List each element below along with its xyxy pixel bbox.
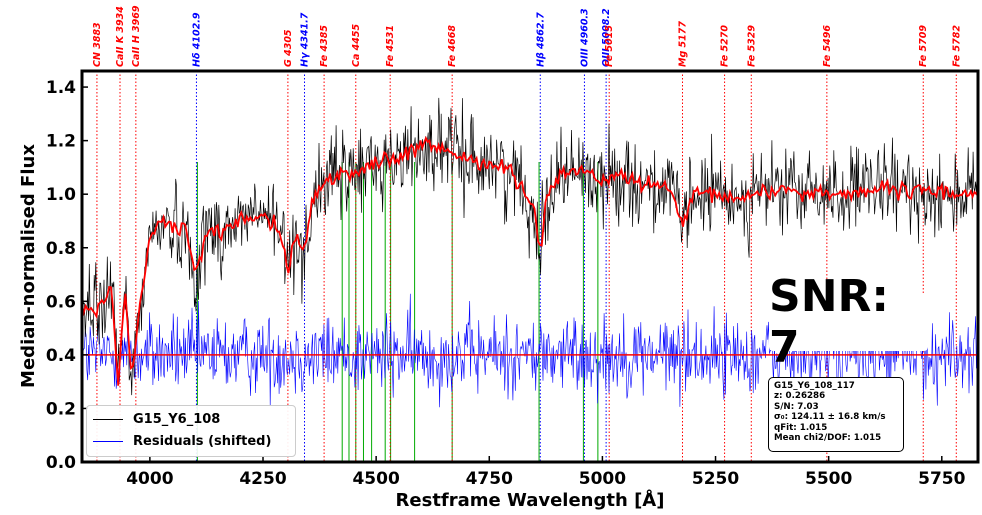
spectral-line-label: CaII K 3934 bbox=[115, 6, 126, 67]
x-tick-label: 5750 bbox=[918, 469, 965, 489]
spectral-line-label: Fe 5709 bbox=[918, 25, 929, 67]
spectral-line-label: Fe 5496 bbox=[822, 25, 833, 67]
legend-label-residuals: Residuals (shifted) bbox=[133, 433, 272, 449]
x-tick-label: 5250 bbox=[692, 469, 739, 489]
y-tick-label: 0.8 bbox=[46, 239, 76, 259]
info-chi2: Mean chi2/DOF: 1.015 bbox=[774, 433, 882, 444]
spectral-line-label: OIII 4960.3 bbox=[579, 8, 590, 67]
legend: G15_Y6_108 Residuals (shifted) bbox=[86, 405, 296, 457]
spectral-line-label: Fe 4668 bbox=[447, 25, 458, 67]
x-tick-label: 4750 bbox=[466, 469, 513, 489]
x-tick-label: 4000 bbox=[126, 469, 173, 489]
info-qfit: qFit: 1.015 bbox=[774, 422, 828, 433]
x-tick-label: 5500 bbox=[805, 469, 852, 489]
spectral-line-label: Fe 4385 bbox=[319, 25, 330, 67]
spectral-line-label: Ca 4455 bbox=[351, 23, 362, 67]
info-sn: S/N: 7.03 bbox=[774, 401, 819, 412]
y-tick-label: 0.0 bbox=[46, 453, 76, 473]
series-model-fit bbox=[82, 135, 978, 386]
y-tick-label: 0.4 bbox=[46, 346, 76, 366]
y-tick-label: 1.4 bbox=[46, 78, 76, 98]
y-tick-label: 1.0 bbox=[46, 185, 76, 205]
info-redshift: z: 0.26286 bbox=[774, 391, 826, 402]
y-axis-ticks: 0.0 0.2 0.4 0.6 0.8 1.0 1.2 1.4 bbox=[46, 78, 88, 473]
spectral-line-label: Mg 5177 bbox=[678, 21, 689, 67]
legend-swatch-spectrum bbox=[93, 418, 123, 420]
spectral-line-label: Fe 5329 bbox=[746, 25, 757, 67]
spectral-line-label: CaII H 3969 bbox=[131, 5, 142, 67]
info-sigma: σ₀: 124.11 ± 16.8 km/s bbox=[774, 412, 886, 423]
spectral-line-label: Fe 4531 bbox=[385, 25, 396, 67]
spectral-line-label: Hδ 4102.9 bbox=[191, 12, 202, 67]
fit-info-box: G15_Y6_108_117 z: 0.26286 S/N: 7.03 σ₀: … bbox=[768, 377, 904, 452]
x-axis-label: Restframe Wavelength [Å] bbox=[396, 488, 665, 511]
y-axis-label: Median-normalised Flux bbox=[18, 144, 39, 388]
snr-annotation: SNR: 7 bbox=[769, 271, 928, 373]
legend-item-spectrum: G15_Y6_108 bbox=[93, 409, 220, 429]
x-tick-label: 4500 bbox=[352, 469, 399, 489]
x-tick-label: 4250 bbox=[239, 469, 286, 489]
spectral-line-labels: CN 3883 CaII K 3934 CaII H 3969 Hδ 4102.9 G … bbox=[92, 5, 962, 67]
spectral-line-label: Fe 5782 bbox=[951, 25, 962, 67]
y-tick-label: 0.2 bbox=[46, 399, 76, 419]
spectral-line-label: CN 3883 bbox=[92, 22, 103, 67]
y-tick-label: 1.2 bbox=[46, 132, 76, 152]
series-spectrum bbox=[82, 97, 978, 396]
legend-swatch-residuals bbox=[93, 440, 123, 442]
spectral-line-label: OIII 5008.2 bbox=[601, 8, 612, 67]
x-axis-ticks: 4000 4250 4500 4750 5000 5250 5500 5750 bbox=[126, 456, 966, 489]
spectral-line-label: G 4305 bbox=[283, 29, 294, 67]
info-object-id: G15_Y6_108_117 bbox=[774, 381, 855, 391]
plot-area bbox=[82, 71, 978, 462]
axes-frame bbox=[80, 69, 980, 464]
spectral-line-label: Fe 5270 bbox=[720, 25, 731, 67]
spectral-line-label: Fe 5015 bbox=[604, 25, 615, 67]
x-tick-label: 5000 bbox=[579, 469, 626, 489]
spectral-line-label: Hγ 4341.7 bbox=[300, 12, 311, 67]
legend-label-spectrum: G15_Y6_108 bbox=[133, 411, 221, 427]
spectral-line-label: Hβ 4862.7 bbox=[535, 12, 546, 67]
y-tick-label: 0.6 bbox=[46, 292, 76, 312]
legend-item-residuals: Residuals (shifted) bbox=[93, 431, 271, 451]
